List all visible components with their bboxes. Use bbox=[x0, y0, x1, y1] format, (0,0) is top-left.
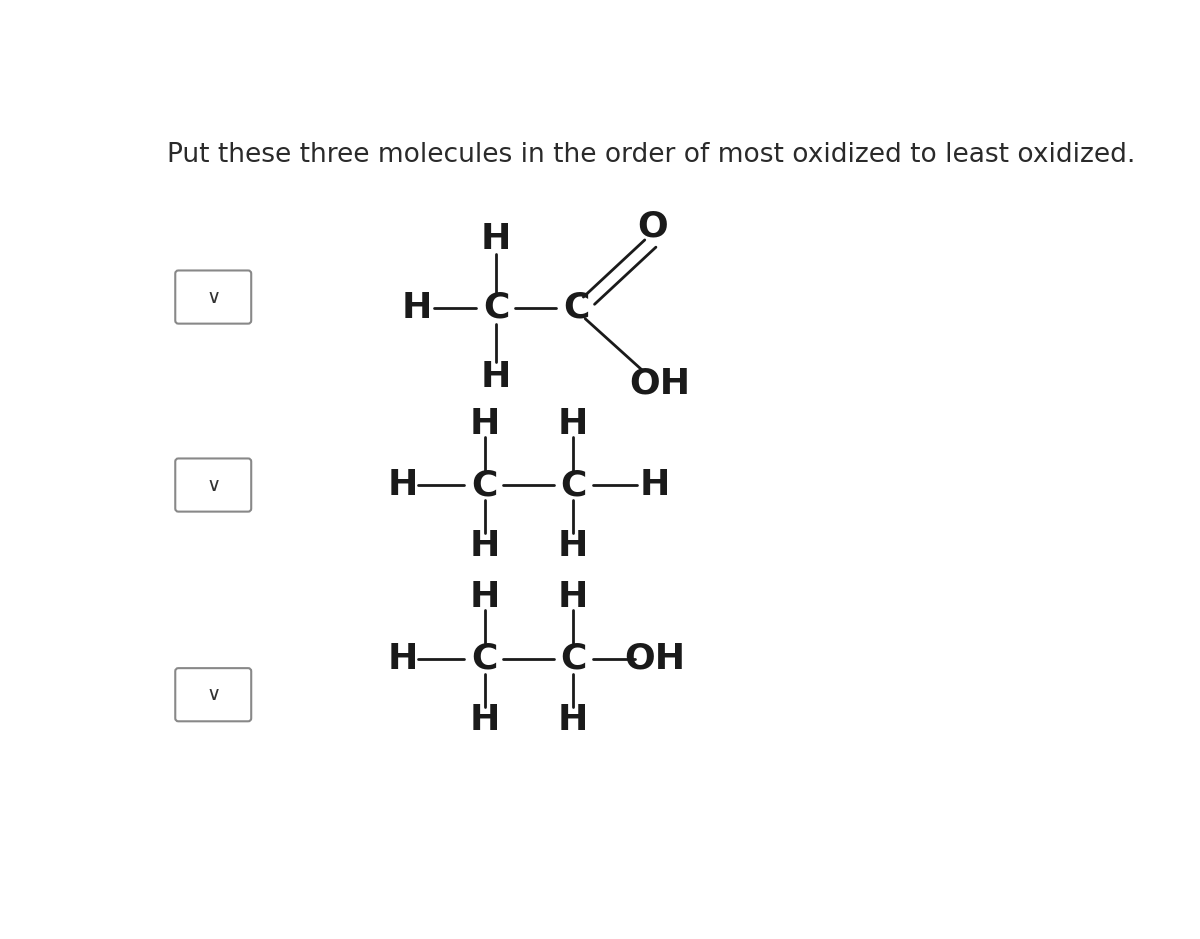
Text: H: H bbox=[469, 703, 500, 737]
Text: H: H bbox=[469, 530, 500, 563]
Text: H: H bbox=[469, 580, 500, 614]
Text: OH: OH bbox=[624, 641, 685, 675]
Text: ∨: ∨ bbox=[206, 475, 221, 495]
Text: C: C bbox=[563, 291, 589, 325]
Text: O: O bbox=[637, 210, 667, 244]
Text: C: C bbox=[560, 641, 587, 675]
Text: C: C bbox=[472, 468, 498, 502]
Text: C: C bbox=[472, 641, 498, 675]
Text: H: H bbox=[481, 360, 511, 393]
Text: C: C bbox=[560, 468, 587, 502]
Text: H: H bbox=[481, 223, 511, 256]
FancyBboxPatch shape bbox=[175, 669, 251, 721]
Text: ∨: ∨ bbox=[206, 685, 221, 704]
FancyBboxPatch shape bbox=[175, 270, 251, 324]
Text: H: H bbox=[558, 407, 588, 440]
Text: H: H bbox=[558, 530, 588, 563]
Text: H: H bbox=[402, 291, 432, 325]
Text: OH: OH bbox=[629, 367, 690, 401]
Text: H: H bbox=[388, 468, 418, 502]
Text: H: H bbox=[388, 641, 418, 675]
Text: H: H bbox=[558, 703, 588, 737]
Text: H: H bbox=[558, 580, 588, 614]
Text: C: C bbox=[482, 291, 509, 325]
Text: H: H bbox=[640, 468, 670, 502]
Text: Put these three molecules in the order of most oxidized to least oxidized.: Put these three molecules in the order o… bbox=[167, 142, 1135, 167]
Text: H: H bbox=[469, 407, 500, 440]
FancyBboxPatch shape bbox=[175, 458, 251, 512]
Text: ∨: ∨ bbox=[206, 287, 221, 306]
